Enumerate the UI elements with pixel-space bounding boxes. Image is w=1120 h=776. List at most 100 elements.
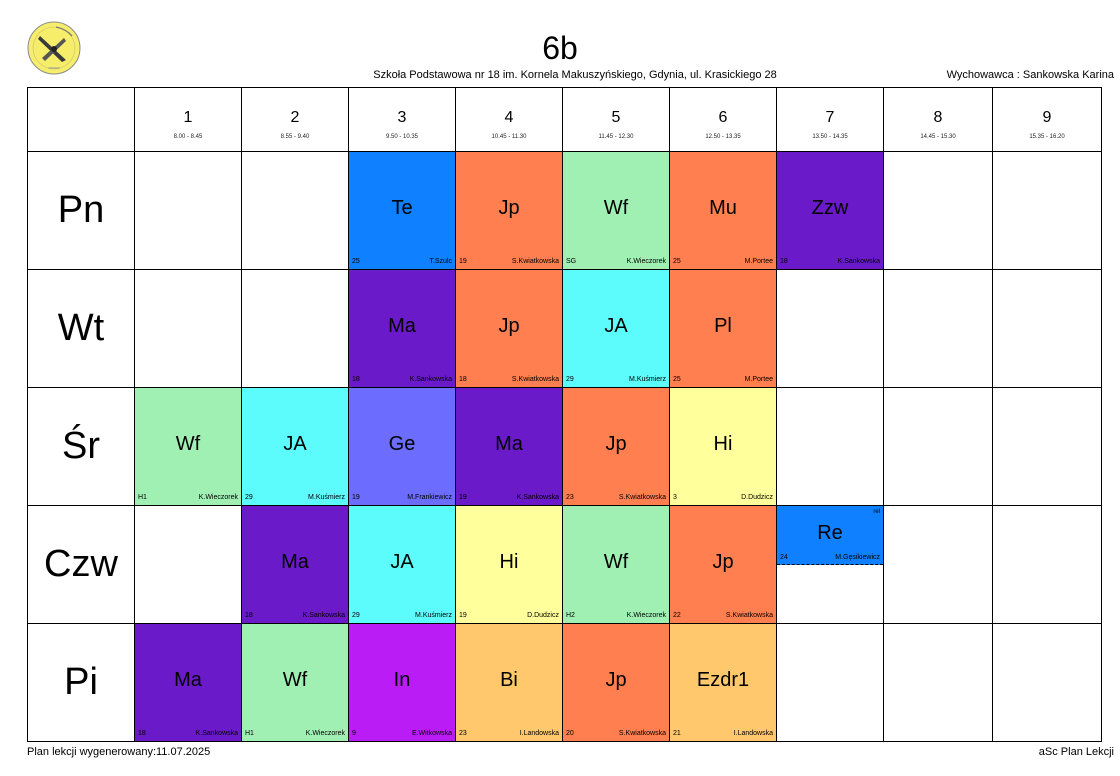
lesson-card[interactable]: Ge 19 M.Frankiewicz xyxy=(349,388,455,505)
lesson-subject: Wf xyxy=(282,669,308,691)
period-header: 8 14.45 - 15.30 xyxy=(883,87,993,152)
lesson-room: 18 xyxy=(245,612,253,619)
period-time: 14.45 - 15.30 xyxy=(920,134,956,140)
period-number: 7 xyxy=(825,109,835,126)
timetable-cell: Pl 25 M.Portee xyxy=(669,269,777,388)
lesson-card[interactable]: Wf H2 K.Wieczorek xyxy=(563,506,669,623)
period-time: 8.55 - 9.40 xyxy=(280,134,310,140)
period-time: 9.50 - 10.35 xyxy=(385,134,419,140)
lesson-group: rel xyxy=(873,509,880,515)
timetable-cell: Wf H2 K.Wieczorek xyxy=(562,505,670,624)
lesson-subject: Ge xyxy=(388,433,416,455)
lesson-card[interactable]: Jp 20 S.Kwiatkowska xyxy=(563,624,669,741)
lesson-subject: Jp xyxy=(605,669,627,691)
timetable-cell: Mu 25 M.Portee xyxy=(669,151,777,270)
lesson-teacher: S.Kwiatkowska xyxy=(725,612,773,619)
lesson-card[interactable]: Re 24 M.Gęsikiewicz rel xyxy=(777,506,883,565)
lesson-teacher: K.Wieczorek xyxy=(626,612,666,619)
lesson-subject: Mu xyxy=(709,197,737,219)
timetable-cell: Ezdr1 21 I.Landowska xyxy=(669,623,777,742)
period-header-row: 1 8.00 - 8.45 2 8.55 - 9.40 3 9.50 - 10.35 … xyxy=(27,87,1102,152)
lesson-card[interactable]: Hi 3 D.Dudzicz xyxy=(670,388,776,505)
period-time: 10.45 - 11.30 xyxy=(491,134,527,140)
day-row: Śr Wf H1 K.Wieczorek JA 29 M.Kuśmierz Ge 19 M.Fra… xyxy=(27,387,1102,506)
timetable-cell: Ma 18 K.Sankowska xyxy=(348,269,456,388)
lesson-card[interactable]: Pl 25 M.Portee xyxy=(670,270,776,387)
lesson-room: 25 xyxy=(673,376,681,383)
day-row: Pn Te 25 T.Szulc Jp 19 S.Kwiatkowska Wf SG K.Wiec… xyxy=(27,151,1102,270)
lesson-card[interactable]: JA 29 M.Kuśmierz xyxy=(242,388,348,505)
timetable-cell xyxy=(241,269,349,388)
lesson-card[interactable]: Zzw 18 K.Sankowska xyxy=(777,152,883,269)
lesson-subject: Ma xyxy=(174,669,202,691)
lesson-card[interactable]: Wf SG K.Wieczorek xyxy=(563,152,669,269)
lesson-teacher: M.Kuśmierz xyxy=(308,494,345,501)
lesson-room: 18 xyxy=(780,258,788,265)
lesson-teacher: K.Wieczorek xyxy=(626,258,666,265)
period-header: 6 12.50 - 13.35 xyxy=(669,87,777,152)
lesson-card[interactable]: Bi 23 I.Landowska xyxy=(456,624,562,741)
lesson-card[interactable]: Ma 18 K.Sankowska xyxy=(242,506,348,623)
lesson-teacher: K.Sankowska xyxy=(837,258,880,265)
period-number: 5 xyxy=(611,109,621,126)
day-label: Wt xyxy=(27,269,135,388)
generated-date: Plan lekcji wygenerowany:11.07.2025 xyxy=(27,746,211,758)
lesson-teacher: M.Gęsikiewicz xyxy=(835,554,880,561)
lesson-teacher: S.Kwiatkowska xyxy=(618,730,666,737)
lesson-card[interactable]: Te 25 T.Szulc xyxy=(349,152,455,269)
period-header: 9 15.35 - 16.20 xyxy=(992,87,1102,152)
period-header: 7 13.50 - 14.35 xyxy=(776,87,884,152)
lesson-subject: Ezdr1 xyxy=(696,669,750,691)
lesson-card[interactable]: In 9 E.Witkowska xyxy=(349,624,455,741)
lesson-card[interactable]: JA 29 M.Kuśmierz xyxy=(563,270,669,387)
timetable-cell: Wf H1 K.Wieczorek xyxy=(134,387,242,506)
lesson-card[interactable]: Ezdr1 21 I.Landowska xyxy=(670,624,776,741)
lesson-room: 19 xyxy=(459,258,467,265)
timetable-cell: Wf SG K.Wieczorek xyxy=(562,151,670,270)
lesson-room: 19 xyxy=(459,494,467,501)
timetable-cell: Hi 19 D.Dudzicz xyxy=(455,505,563,624)
lesson-subject: Re xyxy=(817,522,843,544)
timetable-cell: Ma 19 K.Sankowska xyxy=(455,387,563,506)
lesson-teacher: M.Kuśmierz xyxy=(415,612,452,619)
lesson-teacher: I.Landowska xyxy=(519,730,559,737)
timetable-cell: JA 29 M.Kuśmierz xyxy=(562,269,670,388)
lesson-subject: Zzw xyxy=(811,197,849,219)
lesson-teacher: S.Kwiatkowska xyxy=(511,258,559,265)
lesson-card[interactable]: Wf H1 K.Wieczorek xyxy=(135,388,241,505)
lesson-subject: In xyxy=(393,669,411,691)
class-title: 6b xyxy=(542,30,578,66)
lesson-card[interactable]: Mu 25 M.Portee xyxy=(670,152,776,269)
timetable-cell xyxy=(883,269,993,388)
lesson-card[interactable]: Jp 22 S.Kwiatkowska xyxy=(670,506,776,623)
lesson-teacher: D.Dudzicz xyxy=(741,494,773,501)
lesson-card[interactable]: Jp 23 S.Kwiatkowska xyxy=(563,388,669,505)
lesson-teacher: D.Dudzicz xyxy=(527,612,559,619)
lesson-room: 22 xyxy=(673,612,681,619)
lesson-card[interactable]: Ma 18 K.Sankowska xyxy=(349,270,455,387)
timetable-cell: Jp 19 S.Kwiatkowska xyxy=(455,151,563,270)
lesson-card[interactable]: Wf H1 K.Wieczorek xyxy=(242,624,348,741)
lesson-room: 18 xyxy=(138,730,146,737)
lesson-teacher: E.Witkowska xyxy=(411,730,452,737)
lesson-room: 29 xyxy=(352,612,360,619)
timetable-body: Pn Te 25 T.Szulc Jp 19 S.Kwiatkowska Wf SG K.Wiec… xyxy=(27,151,1102,742)
lesson-subject: JA xyxy=(604,315,628,337)
lesson-card[interactable]: Jp 19 S.Kwiatkowska xyxy=(456,152,562,269)
period-number: 6 xyxy=(718,109,728,126)
period-header: 2 8.55 - 9.40 xyxy=(241,87,349,152)
lesson-subject: Wf xyxy=(603,551,629,573)
lesson-card[interactable]: Jp 18 S.Kwiatkowska xyxy=(456,270,562,387)
timetable-cell xyxy=(776,387,884,506)
lesson-card[interactable]: Hi 19 D.Dudzicz xyxy=(456,506,562,623)
corner-cell xyxy=(27,87,135,152)
lesson-subject: Ma xyxy=(281,551,309,573)
day-row: Czw Ma 18 K.Sankowska JA 29 M.Kuśmierz Hi 19 D.Du… xyxy=(27,505,1102,624)
lesson-card[interactable]: Ma 18 K.Sankowska xyxy=(135,624,241,741)
lesson-card[interactable]: JA 29 M.Kuśmierz xyxy=(349,506,455,623)
lesson-room: 9 xyxy=(352,730,356,737)
period-time: 12.50 - 13.35 xyxy=(705,134,741,140)
lesson-card[interactable]: Ma 19 K.Sankowska xyxy=(456,388,562,505)
lesson-room: 19 xyxy=(459,612,467,619)
timetable-cell: Zzw 18 K.Sankowska xyxy=(776,151,884,270)
